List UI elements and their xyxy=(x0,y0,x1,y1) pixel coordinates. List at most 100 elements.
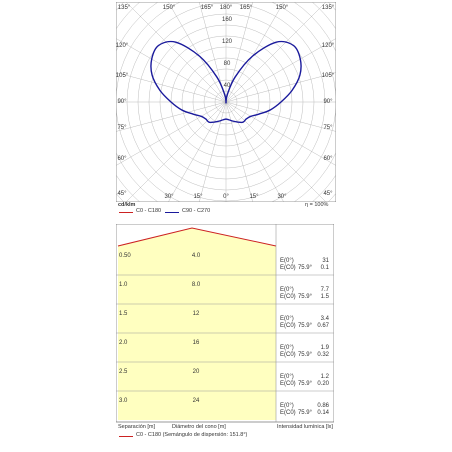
polar-curves xyxy=(150,40,302,124)
row-diameter: 12 xyxy=(193,311,200,317)
angle-label-right: 105° xyxy=(322,73,335,79)
row-e0-value: 0.86 xyxy=(317,403,329,409)
row-e0-value: 3.4 xyxy=(321,316,330,322)
grid-ray xyxy=(116,72,227,103)
grid-ray xyxy=(199,101,227,202)
row-ec-value: 0.14 xyxy=(317,410,329,416)
angle-label-top: 165° xyxy=(201,5,214,11)
grid-ray xyxy=(116,101,227,166)
angle-label-top: 135° xyxy=(322,5,335,11)
row-diameter: 20 xyxy=(193,369,200,375)
cone-diagram: 0.50 4.0E(0°) 31E(C0) 75.9° 0.11.0 8.0E(0°) 7.… xyxy=(116,224,334,423)
row-angle: 75.9° xyxy=(298,265,313,271)
row-ec-label: E(C0) xyxy=(280,352,296,358)
row-diameter: 8.0 xyxy=(192,282,201,288)
grid-ray xyxy=(168,101,227,202)
row-e0-value: 7.7 xyxy=(321,287,330,293)
cone-row: 2.5 20 E(0°) 1.2 E(C0) 75.9° 0.20 xyxy=(116,369,334,392)
row-ec-label: E(C0) xyxy=(280,265,296,271)
legend-c0-label: C0 - C180 xyxy=(136,208,162,214)
row-e0-label: E(0°) xyxy=(280,345,294,351)
radial-tick-label: 80 xyxy=(224,61,231,67)
angle-label-left: 120° xyxy=(116,43,129,49)
cone-rows: 0.50 4.0E(0°) 31E(C0) 75.9° 0.11.0 8.0E(0°) 7.… xyxy=(116,253,334,416)
row-ec-label: E(C0) xyxy=(280,294,296,300)
grid-ray xyxy=(225,72,336,103)
angle-label-right: 90° xyxy=(323,99,333,105)
cone-row: 0.50 4.0 E(0°) 31 E(C0) 75.9° 0.1 xyxy=(116,253,334,276)
row-height: 2.0 xyxy=(119,340,128,346)
row-e0-label: E(0°) xyxy=(280,258,294,264)
row-ec-label: E(C0) xyxy=(280,381,296,387)
cone-row: 1.5 12 E(0°) 3.4 E(C0) 75.9° 0.67 xyxy=(116,311,334,334)
polar-labels: 135° 150° 165° 180° 165° 150° 135° 120° 105° 90° 7… xyxy=(116,5,335,200)
radial-tick-label: 160 xyxy=(222,17,233,23)
cone-edge xyxy=(117,227,277,247)
unit-label: cd/klm xyxy=(118,202,136,208)
grid-ray xyxy=(116,101,227,132)
angle-label-right: 60° xyxy=(323,156,333,162)
row-e0-label: E(0°) xyxy=(280,287,294,293)
radial-tick-label: 40 xyxy=(224,83,231,89)
row-e0-value: 1.2 xyxy=(321,374,330,380)
col-separation: Separación [m] xyxy=(118,424,155,430)
grid-ray xyxy=(116,38,227,103)
grid-ray xyxy=(199,2,227,103)
legend-c0-line xyxy=(119,212,133,213)
row-ec-value: 0.67 xyxy=(317,323,329,329)
angle-label-top: 180° xyxy=(220,5,233,11)
row-ec-value: 0.20 xyxy=(317,381,329,387)
angle-label-left: 105° xyxy=(116,73,129,79)
row-angle: 75.9° xyxy=(298,323,313,329)
grid-ray xyxy=(225,101,336,132)
angle-label-left: 45° xyxy=(117,191,127,197)
row-diameter: 24 xyxy=(193,398,200,404)
angle-label-left: 90° xyxy=(117,99,127,105)
grid-ray xyxy=(225,2,253,103)
radial-tick-label: 120 xyxy=(222,39,233,45)
efficiency-label: η = 100% xyxy=(305,202,329,208)
row-e0-value: 31 xyxy=(322,258,329,264)
row-ec-value: 1.5 xyxy=(321,294,330,300)
angle-label-right: 45° xyxy=(323,191,333,197)
row-height: 1.5 xyxy=(119,311,128,317)
row-height: 1.0 xyxy=(119,282,128,288)
grid-ray xyxy=(225,101,326,202)
cone-row: 2.0 16 E(0°) 1.9 E(C0) 75.9° 0.32 xyxy=(116,340,334,363)
row-angle: 75.9° xyxy=(298,294,313,300)
row-height: 2.5 xyxy=(119,369,128,375)
angle-label-top: 150° xyxy=(163,5,176,11)
angle-label-top: 135° xyxy=(118,5,131,11)
angle-label-bottom: 30° xyxy=(277,194,287,200)
row-ec-value: 0.1 xyxy=(321,265,330,271)
row-ec-label: E(C0) xyxy=(280,323,296,329)
row-ec-value: 0.32 xyxy=(317,352,329,358)
grid-ray xyxy=(225,101,284,202)
grid-ray xyxy=(126,101,227,202)
angle-label-top: 150° xyxy=(276,5,289,11)
grid-ray xyxy=(168,2,227,103)
cone-legend-label: C0 - C180 (Semángulo de dispersión: 151.… xyxy=(136,432,248,438)
cone-row: 3.0 24 E(0°) 0.86 E(C0) 75.9° 0.14 xyxy=(119,398,330,416)
legend-c90-label: C90 - C270 xyxy=(182,208,211,214)
cone-row: 1.0 8.0 E(0°) 7.7 E(C0) 75.9° 1.5 xyxy=(116,282,334,305)
angle-label-right: 120° xyxy=(322,43,335,49)
row-diameter: 4.0 xyxy=(192,253,201,259)
row-e0-value: 1.9 xyxy=(321,345,330,351)
angle-label-bottom: 0° xyxy=(223,194,229,200)
row-e0-label: E(0°) xyxy=(280,374,294,380)
angle-label-bottom: 30° xyxy=(164,194,174,200)
row-angle: 75.9° xyxy=(298,352,313,358)
angle-label-bottom: 15° xyxy=(249,194,259,200)
cone-area xyxy=(118,228,276,420)
grid-ray xyxy=(225,2,284,103)
polar-intensity-chart: 135° 150° 165° 180° 165° 150° 135° 120° 105° 90° 7… xyxy=(116,2,336,202)
series-curve-c90-c270 xyxy=(150,40,302,124)
angle-label-right: 75° xyxy=(323,125,333,131)
row-angle: 75.9° xyxy=(298,381,313,387)
col-intensity: Intensidad lumínica [lx] xyxy=(277,424,333,430)
polar-grid xyxy=(116,2,336,202)
row-height: 0.50 xyxy=(119,253,131,259)
angle-label-top: 165° xyxy=(240,5,253,11)
row-angle: 75.9° xyxy=(298,410,313,416)
